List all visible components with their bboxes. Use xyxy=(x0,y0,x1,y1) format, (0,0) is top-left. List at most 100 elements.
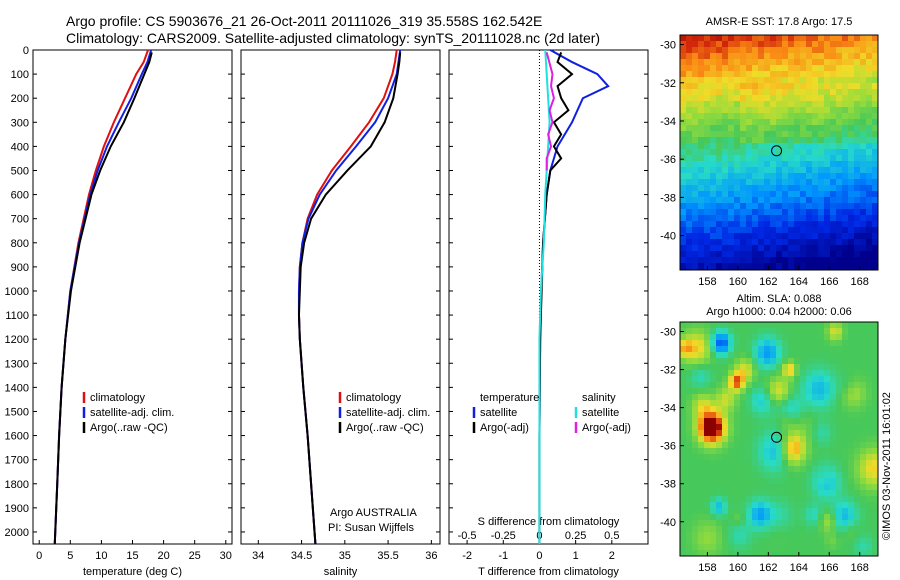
map-cell xyxy=(872,430,879,437)
map-cell xyxy=(758,400,765,407)
map-cell xyxy=(812,161,819,168)
map-cell xyxy=(806,143,813,150)
map-cell xyxy=(692,388,699,395)
map-cell xyxy=(824,215,831,222)
map-cell xyxy=(752,460,759,467)
map-cell xyxy=(830,191,837,198)
map-cell xyxy=(860,370,867,377)
map-cell xyxy=(866,35,873,42)
map-cell xyxy=(842,400,849,407)
map-cell xyxy=(872,167,879,174)
s-tick-label: 0.5 xyxy=(604,530,619,542)
map-cell xyxy=(794,173,801,180)
map-cell xyxy=(818,538,825,545)
map-cell xyxy=(866,394,873,401)
map-cell xyxy=(842,424,849,431)
map-cell xyxy=(860,65,867,72)
map-cell xyxy=(680,370,687,377)
x-tick-label: 15 xyxy=(126,550,138,562)
map-cell xyxy=(800,239,807,246)
map-cell xyxy=(854,47,861,54)
map-cell xyxy=(722,466,729,473)
map-cell xyxy=(764,209,771,216)
map-cell xyxy=(764,83,771,90)
y-tick-label: -40 xyxy=(660,517,676,529)
map-cell xyxy=(830,358,837,365)
y-tick-label: -30 xyxy=(660,327,676,339)
argo-position-marker xyxy=(771,431,783,443)
map-cell xyxy=(686,340,693,347)
map-cell xyxy=(716,203,723,210)
map-cell xyxy=(752,352,759,359)
map-cell xyxy=(854,215,861,222)
map-cell xyxy=(812,197,819,204)
map-cell xyxy=(734,251,741,258)
map-cell xyxy=(740,173,747,180)
map-cell xyxy=(752,107,759,114)
map-cell xyxy=(800,376,807,383)
map-cell xyxy=(710,59,717,66)
map-cell xyxy=(716,53,723,60)
map-cell xyxy=(746,137,753,144)
map-cell xyxy=(842,203,849,210)
map-cell xyxy=(704,233,711,240)
map-cell xyxy=(710,245,717,252)
map-cell xyxy=(758,221,765,228)
map-cell xyxy=(728,59,735,66)
map-cell xyxy=(806,95,813,102)
map-cell xyxy=(848,376,855,383)
map-cell xyxy=(686,328,693,335)
map-cell xyxy=(776,550,783,557)
map-cell xyxy=(782,77,789,84)
map-cell xyxy=(848,454,855,461)
map-cell xyxy=(782,149,789,156)
map-cell xyxy=(764,203,771,210)
map-cell xyxy=(698,394,705,401)
legend-label: climatology xyxy=(90,392,146,404)
map-cell xyxy=(770,107,777,114)
map-cell xyxy=(770,179,777,186)
map-cell xyxy=(722,532,729,539)
map-cell xyxy=(860,251,867,258)
map-cell xyxy=(740,89,747,96)
map-cell xyxy=(770,65,777,72)
map-cell xyxy=(704,179,711,186)
map-cell xyxy=(842,119,849,126)
map-cell xyxy=(776,203,783,210)
map-cell xyxy=(716,167,723,174)
map-cell xyxy=(812,179,819,186)
map-cell xyxy=(746,119,753,126)
map-cell xyxy=(860,95,867,102)
map-cell xyxy=(686,418,693,425)
map-cell xyxy=(872,95,879,102)
map-cell xyxy=(788,460,795,467)
map-cell xyxy=(812,125,819,132)
map-cell xyxy=(788,352,795,359)
legend-title: temperature xyxy=(480,392,539,404)
map-cell xyxy=(830,478,837,485)
map-cell xyxy=(686,412,693,419)
map-cell xyxy=(686,245,693,252)
map-cell xyxy=(752,478,759,485)
y-tick-label: -36 xyxy=(660,441,676,453)
map-cell xyxy=(782,448,789,455)
map-cell xyxy=(794,370,801,377)
map-cell xyxy=(830,107,837,114)
map-cell xyxy=(848,418,855,425)
map-cell xyxy=(698,454,705,461)
map-cell xyxy=(746,490,753,497)
map-cell xyxy=(680,382,687,389)
map-cell xyxy=(866,454,873,461)
y-tick-label: -32 xyxy=(660,365,676,377)
map-cell xyxy=(782,167,789,174)
map-cell xyxy=(860,478,867,485)
x-tick-label: 164 xyxy=(790,276,808,288)
map-cell xyxy=(818,95,825,102)
map-cell xyxy=(836,460,843,467)
map-cell xyxy=(680,89,687,96)
map-cell xyxy=(776,526,783,533)
map-cell xyxy=(692,65,699,72)
map-cell xyxy=(812,484,819,491)
map-cell xyxy=(818,251,825,258)
map-cell xyxy=(836,233,843,240)
